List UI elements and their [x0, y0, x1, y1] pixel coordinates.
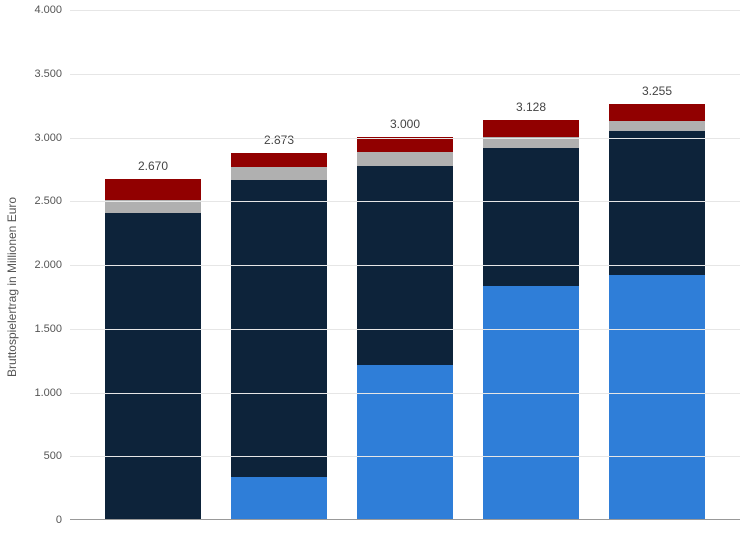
bar-group: 2.873: [231, 153, 327, 519]
y-tick-label: 1.500: [34, 323, 62, 335]
y-tick-label: 0: [56, 514, 62, 526]
y-tick-label: 500: [44, 450, 62, 462]
gridline: [70, 138, 740, 139]
bar-segment: [483, 120, 579, 136]
bar-group: 3.128: [483, 120, 579, 519]
bar-segment: [609, 121, 705, 131]
bar-segment: [231, 477, 327, 519]
bar-segment: [483, 286, 579, 519]
bar-segment: [105, 213, 201, 519]
y-axis-label: Bruttospielertrag in Millionen Euro: [5, 197, 19, 377]
bar-group: 2.670: [105, 179, 201, 519]
bar-segment: [609, 131, 705, 275]
y-tick-label: 1.000: [34, 387, 62, 399]
gridline: [70, 265, 740, 266]
y-tick-label: 3.000: [34, 132, 62, 144]
bar-segment: [609, 104, 705, 121]
plot-area: 2.6702.8733.0003.1283.255 05001.0001.500…: [70, 10, 740, 520]
bar-segment: [357, 152, 453, 166]
y-tick-label: 4.000: [34, 4, 62, 16]
chart-container: 2.6702.8733.0003.1283.255 05001.0001.500…: [70, 10, 740, 540]
bar-total-label: 3.000: [390, 117, 420, 131]
bar-total-label: 2.670: [138, 159, 168, 173]
bar-segment: [105, 179, 201, 201]
bar-segment: [231, 167, 327, 180]
bar-segment: [357, 365, 453, 519]
gridline: [70, 393, 740, 394]
gridline: [70, 74, 740, 75]
y-tick-label: 3.500: [34, 68, 62, 80]
y-tick-label: 2.000: [34, 259, 62, 271]
gridline: [70, 201, 740, 202]
bar-segment: [609, 275, 705, 519]
bar-total-label: 3.255: [642, 84, 672, 98]
gridline: [70, 456, 740, 457]
bar-segment: [357, 137, 453, 152]
bar-total-label: 3.128: [516, 100, 546, 114]
gridline: [70, 10, 740, 11]
bar-segment: [231, 153, 327, 167]
gridline: [70, 329, 740, 330]
y-tick-label: 2.500: [34, 195, 62, 207]
bar-total-label: 2.873: [264, 133, 294, 147]
